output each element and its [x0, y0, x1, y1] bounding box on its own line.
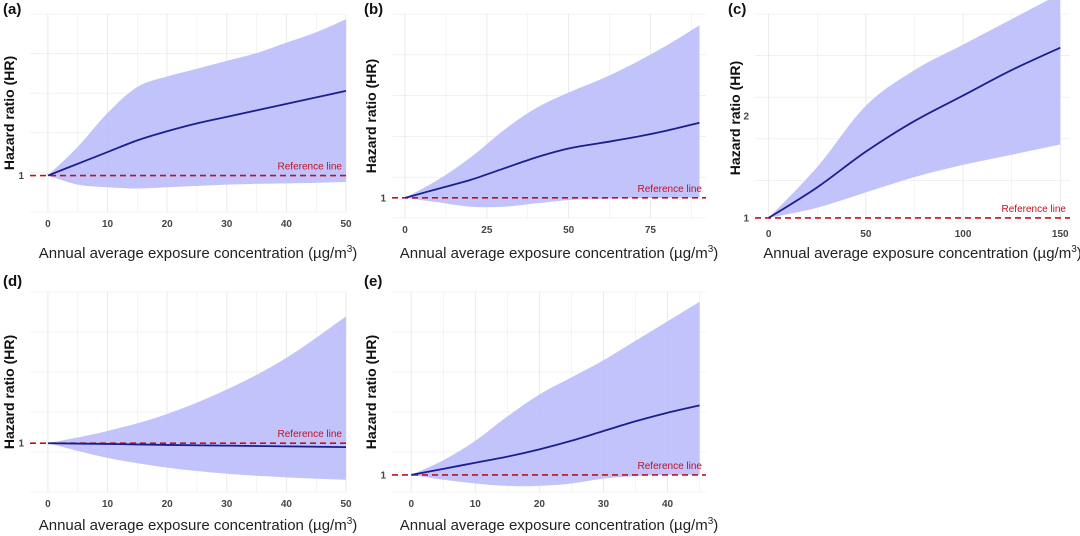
x-tick-label: 0 — [45, 219, 51, 230]
x-tick-label: 40 — [281, 219, 293, 230]
x-tick-label: 50 — [340, 219, 352, 230]
hazard-ratio-line — [411, 404, 700, 476]
panel-letter: (d) — [3, 273, 22, 290]
x-tick-label: 10 — [102, 499, 114, 510]
x-axis-label: Annual average exposure concentration (µ… — [400, 516, 719, 534]
y-tick-label: 1 — [743, 213, 749, 224]
x-tick-label: 25 — [481, 225, 493, 236]
x-tick-label: 20 — [534, 499, 546, 510]
x-tick-label: 50 — [563, 225, 575, 236]
reference-line-label: Reference line — [638, 184, 703, 195]
x-tick-label: 150 — [1052, 229, 1069, 240]
confidence-band — [47, 316, 346, 480]
x-tick-label: 0 — [45, 499, 51, 510]
reference-line-label: Reference line — [638, 461, 703, 472]
x-tick-label: 40 — [281, 499, 293, 510]
x-axis-label: Annual average exposure concentration (µ… — [400, 244, 719, 262]
y-axis-label: Hazard ratio (HR) — [727, 61, 743, 175]
x-axis-label: Annual average exposure concentration (µ… — [763, 244, 1080, 262]
panel-d: Reference line 0 10 20 30 40 50 1 (d) Hazard rati… — [1, 273, 357, 534]
x-tick-label: 30 — [221, 219, 233, 230]
y-tick-label: 1 — [380, 193, 386, 204]
y-tick-label: 2 — [743, 111, 749, 122]
hazard-ratio-line — [47, 442, 347, 449]
x-axis-label: Annual average exposure concentration (µ… — [39, 516, 358, 534]
panel-letter: (c) — [728, 1, 746, 18]
y-axis-label: Hazard ratio (HR) — [363, 59, 379, 173]
panel-b: Reference line 0 25 50 75 1 (b) Hazard ratio (H… — [363, 1, 718, 262]
x-axis-label: Annual average exposure concentration (µ… — [39, 244, 358, 262]
reference-line-label: Reference line — [1002, 204, 1067, 215]
x-tick-label: 10 — [102, 219, 114, 230]
x-tick-label: 0 — [766, 229, 772, 240]
x-tick-label: 30 — [221, 499, 233, 510]
panel-letter: (e) — [364, 273, 382, 290]
panel-letter: (a) — [3, 1, 21, 18]
confidence-band — [411, 301, 700, 487]
panel-a: Reference line 0 10 20 30 40 50 1 (a) Hazard rati… — [1, 1, 357, 262]
x-tick-label: 20 — [162, 219, 174, 230]
y-axis-label: Hazard ratio (HR) — [1, 335, 17, 449]
y-tick-label: 1 — [18, 439, 24, 450]
x-tick-label: 30 — [598, 499, 610, 510]
x-tick-label: 0 — [402, 225, 408, 236]
panel-letter: (b) — [364, 1, 383, 18]
x-tick-label: 50 — [340, 499, 352, 510]
x-tick-label: 40 — [662, 499, 674, 510]
hazard-ratio-line — [404, 121, 700, 199]
y-tick-label: 1 — [380, 470, 386, 481]
y-axis-label: Hazard ratio (HR) — [1, 56, 17, 170]
y-axis-label: Hazard ratio (HR) — [363, 335, 379, 449]
x-tick-label: 100 — [955, 229, 972, 240]
x-tick-label: 10 — [470, 499, 482, 510]
confidence-band — [405, 25, 700, 208]
x-tick-label: 0 — [408, 499, 414, 510]
y-tick-label: 1 — [18, 171, 24, 182]
panel-c: Reference line 0 50 100 150 1 2 (c) Hazard ratio… — [727, 0, 1080, 262]
confidence-band — [768, 0, 1061, 218]
reference-line-label: Reference line — [278, 162, 343, 173]
x-tick-label: 20 — [162, 499, 174, 510]
hazard-ratio-line — [768, 46, 1061, 219]
x-tick-label: 50 — [860, 229, 872, 240]
hazard-ratio-line — [47, 89, 347, 177]
panel-e: Reference line 0 10 20 30 40 1 (e) Hazard ratio … — [363, 273, 718, 534]
reference-line-label: Reference line — [278, 429, 343, 440]
x-tick-label: 75 — [645, 225, 657, 236]
